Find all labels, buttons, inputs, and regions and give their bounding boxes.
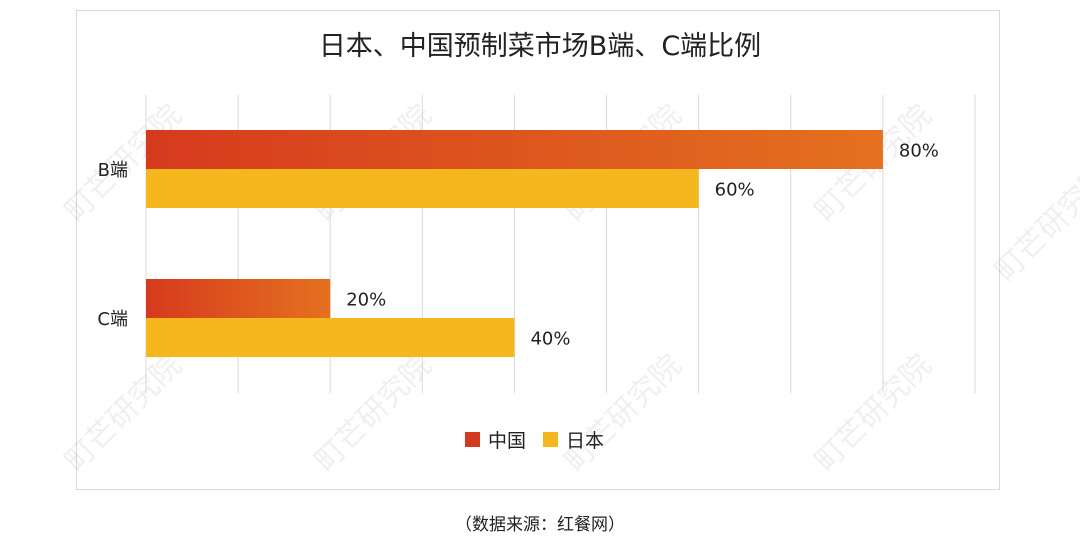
watermark-text: 町芒研究院 — [58, 348, 189, 479]
data-label: 60% — [715, 180, 755, 201]
labels: 80% 60% B端 20% 40% C端 — [97, 141, 938, 350]
legend-label: 中国 — [488, 430, 526, 452]
category-label: C端 — [97, 309, 128, 330]
data-label: 20% — [346, 290, 386, 311]
chart-frame — [76, 10, 1000, 490]
data-label: 80% — [899, 141, 939, 162]
data-label: 40% — [530, 329, 570, 350]
watermark-text: 町芒研究院 — [558, 348, 689, 479]
legend-swatch-japan — [543, 432, 558, 447]
category-label: B端 — [98, 160, 128, 181]
legend-label: 日本 — [566, 430, 604, 452]
chart-title: 日本、中国预制菜市场B端、C端比例 — [319, 31, 761, 62]
watermark-text: 町芒研究院 — [988, 158, 1080, 289]
watermark-text: 町芒研究院 — [808, 348, 939, 479]
bar-china-1 — [146, 279, 331, 318]
bars — [146, 130, 883, 357]
bar-japan-0 — [146, 169, 699, 208]
source-note: （数据来源：红餐网） — [455, 515, 625, 535]
bar-japan-1 — [146, 318, 515, 357]
legend: 中国 日本 — [465, 430, 604, 452]
watermark-text: 町芒研究院 — [308, 348, 439, 479]
legend-swatch-china — [465, 432, 480, 447]
bar-china-0 — [146, 130, 883, 169]
